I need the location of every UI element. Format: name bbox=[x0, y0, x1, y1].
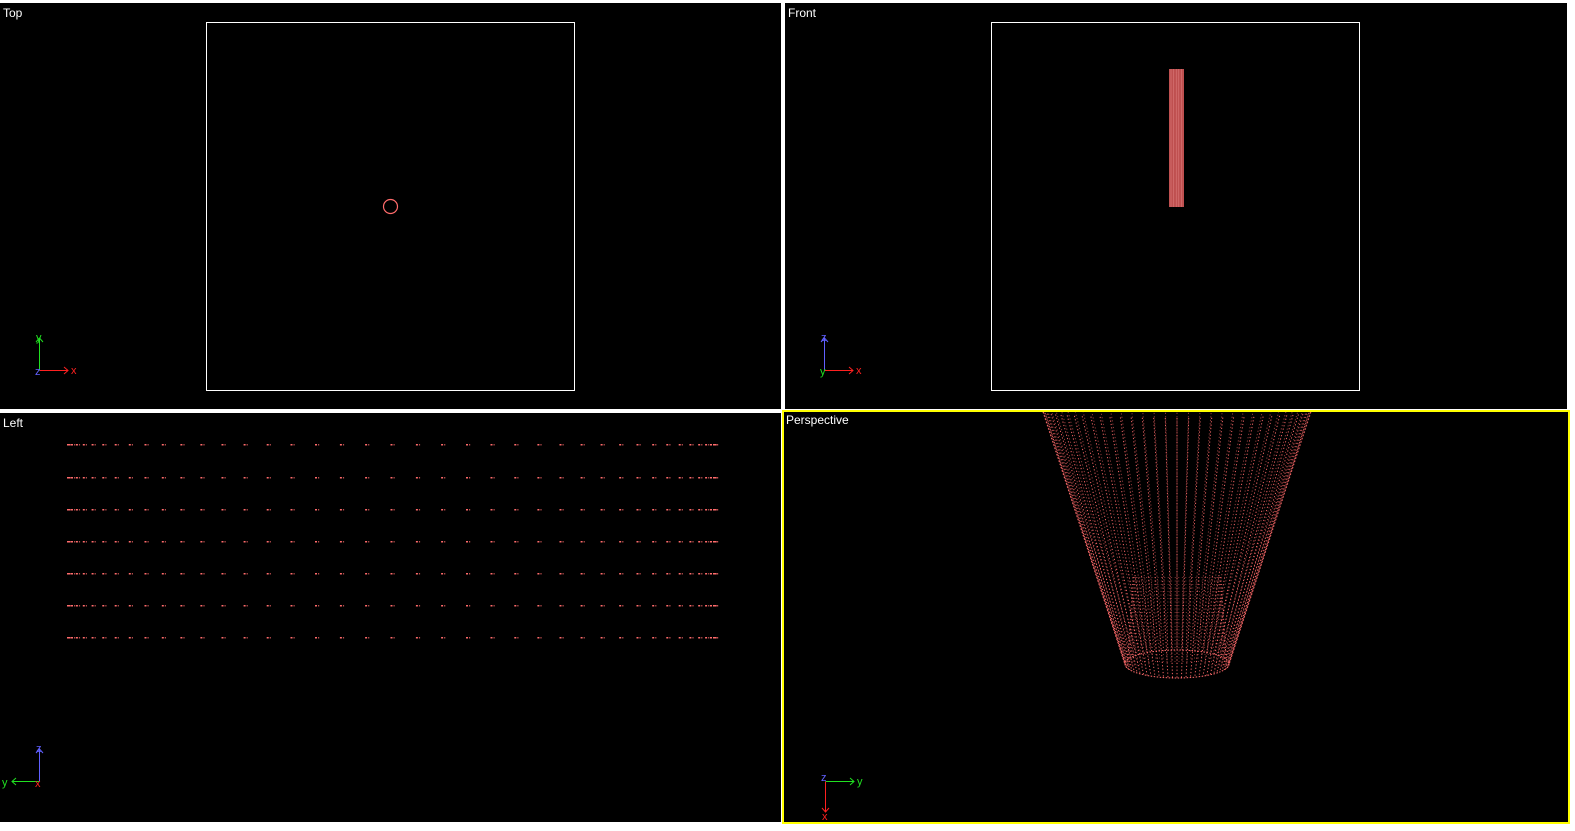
left-axis-y-label: y bbox=[2, 777, 8, 789]
viewport-front[interactable]: x z y Front bbox=[785, 3, 1567, 409]
front-view-canvas: x z y bbox=[820, 22, 1360, 391]
front-axis-y-label: y bbox=[820, 366, 826, 378]
viewport-top-label: Top bbox=[3, 6, 23, 20]
front-axis-gizmo: x z y bbox=[820, 332, 862, 378]
left-axis-gizmo: y z x bbox=[2, 743, 44, 790]
viewport-perspective[interactable]: y x z Perspective bbox=[782, 410, 1570, 824]
front-bounding-box bbox=[991, 22, 1360, 391]
perspective-view-canvas: y x z bbox=[821, 412, 1312, 822]
top-view-canvas: x y z bbox=[35, 22, 575, 391]
viewport-left[interactable]: y z x Left bbox=[0, 413, 781, 822]
top-bounding-box bbox=[206, 22, 575, 391]
perspective-axis-y-label: y bbox=[857, 776, 863, 788]
perspective-axis-x-label: x bbox=[822, 811, 828, 822]
viewport-perspective-label: Perspective bbox=[786, 413, 849, 427]
top-axis-z-label: z bbox=[35, 366, 41, 378]
front-axis-x-label: x bbox=[856, 365, 862, 377]
left-object-point-rows bbox=[67, 444, 719, 639]
viewport-front-label: Front bbox=[788, 6, 817, 20]
top-object-outline bbox=[382, 198, 399, 215]
perspective-object-cone bbox=[1042, 412, 1312, 679]
top-axis-x-label: x bbox=[71, 365, 77, 377]
viewport-top[interactable]: x y z Top bbox=[0, 3, 781, 409]
top-axis-gizmo: x y z bbox=[35, 332, 77, 378]
left-axis-z-label: z bbox=[36, 743, 42, 755]
front-axis-z-label: z bbox=[821, 332, 827, 344]
left-view-canvas: y z x bbox=[2, 444, 719, 790]
viewport-left-label: Left bbox=[3, 416, 24, 430]
left-axis-x-label: x bbox=[35, 778, 41, 790]
perspective-axis-gizmo: y x z bbox=[821, 772, 863, 822]
perspective-axis-z-label: z bbox=[821, 772, 827, 784]
top-axis-y-label: y bbox=[36, 332, 42, 344]
front-object-cylinder bbox=[1169, 69, 1184, 207]
